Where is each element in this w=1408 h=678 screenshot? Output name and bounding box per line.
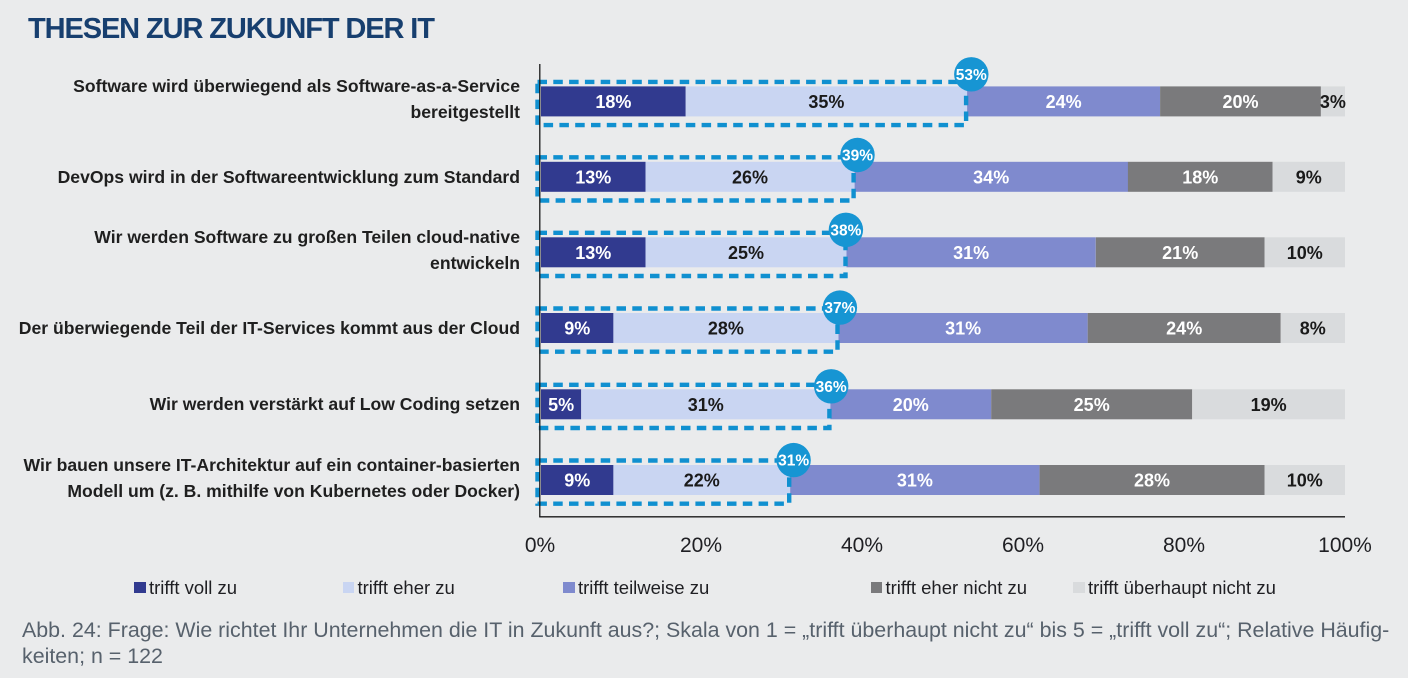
svg-text:53%: 53% — [956, 67, 987, 84]
svg-text:8%: 8% — [1300, 319, 1326, 339]
svg-text:31%: 31% — [945, 319, 981, 339]
svg-text:18%: 18% — [595, 92, 631, 112]
svg-text:36%: 36% — [816, 379, 847, 396]
svg-text:18%: 18% — [1182, 167, 1218, 187]
svg-text:31%: 31% — [897, 471, 933, 491]
svg-text:9%: 9% — [564, 471, 590, 491]
svg-text:22%: 22% — [684, 471, 720, 491]
svg-text:34%: 34% — [973, 167, 1009, 187]
svg-text:20%: 20% — [893, 395, 929, 415]
svg-text:5%: 5% — [548, 395, 574, 415]
svg-text:9%: 9% — [564, 319, 590, 339]
svg-text:0%: 0% — [525, 534, 555, 557]
svg-text:20%: 20% — [1222, 92, 1258, 112]
svg-text:25%: 25% — [1074, 395, 1110, 415]
svg-text:25%: 25% — [728, 243, 764, 263]
svg-text:38%: 38% — [830, 222, 861, 239]
svg-text:10%: 10% — [1287, 471, 1323, 491]
svg-text:100%: 100% — [1318, 534, 1372, 557]
svg-text:19%: 19% — [1251, 395, 1287, 415]
svg-text:3%: 3% — [1320, 92, 1346, 112]
svg-text:10%: 10% — [1287, 243, 1323, 263]
svg-text:31%: 31% — [953, 243, 989, 263]
svg-text:35%: 35% — [808, 92, 844, 112]
svg-text:24%: 24% — [1046, 92, 1082, 112]
svg-text:31%: 31% — [688, 395, 724, 415]
svg-text:28%: 28% — [1134, 471, 1170, 491]
svg-text:39%: 39% — [842, 148, 873, 165]
svg-text:21%: 21% — [1162, 243, 1198, 263]
svg-text:9%: 9% — [1296, 167, 1322, 187]
svg-text:60%: 60% — [1002, 534, 1044, 557]
svg-text:13%: 13% — [575, 167, 611, 187]
svg-text:26%: 26% — [732, 167, 768, 187]
svg-text:24%: 24% — [1166, 319, 1202, 339]
svg-text:31%: 31% — [778, 453, 809, 470]
svg-text:80%: 80% — [1163, 534, 1205, 557]
svg-text:28%: 28% — [708, 319, 744, 339]
svg-text:37%: 37% — [824, 300, 855, 317]
svg-text:20%: 20% — [680, 534, 722, 557]
svg-text:40%: 40% — [841, 534, 883, 557]
svg-text:13%: 13% — [575, 243, 611, 263]
